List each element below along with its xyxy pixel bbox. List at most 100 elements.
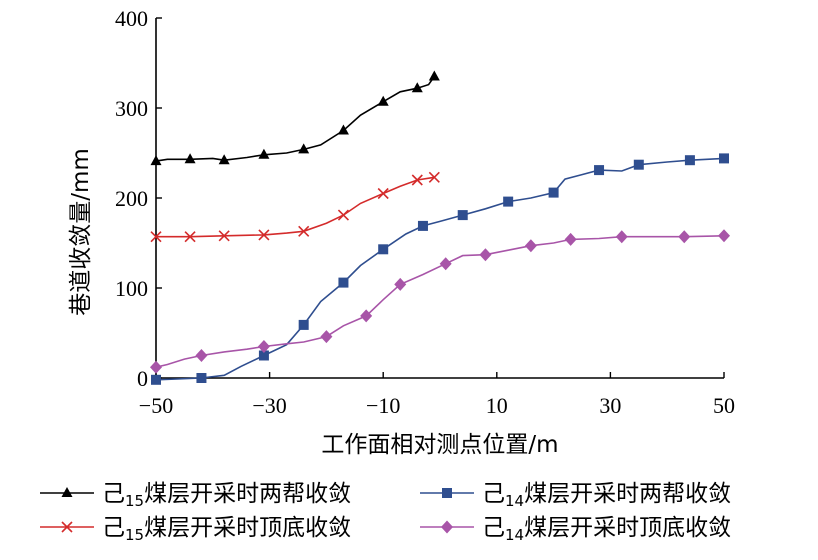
data-point-square bbox=[457, 210, 468, 221]
data-point-x bbox=[61, 521, 73, 533]
data-point-square bbox=[417, 220, 428, 231]
x-marker-stroke bbox=[184, 231, 196, 243]
data-point-triangle bbox=[411, 82, 423, 93]
data-point-diamond bbox=[524, 239, 537, 253]
x-marker-stroke bbox=[298, 225, 310, 237]
legend-item: 己15煤层开采时顶底收敛 bbox=[40, 515, 351, 544]
data-point-x bbox=[258, 229, 270, 241]
legend-label-subscript: 14 bbox=[505, 526, 524, 544]
axes bbox=[155, 17, 725, 379]
data-point-diamond bbox=[320, 330, 333, 344]
data-point-square bbox=[258, 350, 269, 361]
data-point-triangle bbox=[258, 148, 270, 159]
legend-item: 己14煤层开采时顶底收敛 bbox=[420, 515, 731, 544]
data-point-diamond bbox=[615, 230, 628, 244]
data-point-x bbox=[150, 231, 162, 243]
legend-label-part: 煤层开采时两帮收敛 bbox=[524, 481, 731, 507]
y-tick-label: 400 bbox=[115, 6, 148, 31]
data-point-triangle bbox=[150, 155, 162, 166]
data-point-square bbox=[684, 155, 695, 166]
legend-label: 己14煤层开采时两帮收敛 bbox=[482, 481, 731, 510]
data-point-x bbox=[411, 174, 423, 186]
legend-item: 己14煤层开采时两帮收敛 bbox=[420, 481, 731, 510]
data-point-triangle bbox=[61, 487, 73, 497]
data-point-diamond bbox=[441, 520, 453, 534]
data-point-x bbox=[337, 209, 350, 221]
tick-labels: 0 100 200 300 400 −50 −30 −10 10 30 50 bbox=[115, 6, 735, 418]
data-point-square bbox=[594, 165, 605, 176]
x-marker-stroke bbox=[428, 171, 440, 183]
x-marker-stroke bbox=[61, 521, 73, 533]
x-tick-label: −50 bbox=[139, 393, 173, 418]
data-point-diamond bbox=[394, 277, 407, 291]
data-point-diamond bbox=[195, 349, 208, 362]
x-marker-stroke bbox=[337, 209, 350, 221]
data-point-square bbox=[378, 244, 389, 255]
data-point-square bbox=[548, 187, 559, 198]
legend-label-part: 煤层开采时顶底收敛 bbox=[524, 515, 731, 541]
series-4 bbox=[150, 229, 730, 374]
series-1 bbox=[150, 70, 440, 166]
legend-label-part: 己 bbox=[482, 481, 505, 507]
legend-item: 己15煤层开采时两帮收敛 bbox=[40, 481, 351, 510]
data-point-square bbox=[151, 374, 161, 385]
legend-label-part: 己 bbox=[102, 515, 125, 541]
x-tick-label: −10 bbox=[366, 393, 400, 418]
x-marker-stroke bbox=[258, 229, 270, 241]
data-point-diamond bbox=[564, 232, 577, 246]
data-point-square bbox=[442, 488, 452, 498]
data-point-square bbox=[196, 373, 207, 383]
legend-label-part: 煤层开采时两帮收敛 bbox=[144, 481, 351, 507]
x-tick-label: 50 bbox=[713, 393, 735, 418]
data-point-x bbox=[428, 171, 440, 183]
data-point-diamond bbox=[678, 230, 691, 244]
legend-label: 己15煤层开采时顶底收敛 bbox=[102, 515, 351, 544]
x-tick-label: 30 bbox=[599, 393, 621, 418]
data-point-x bbox=[377, 187, 389, 200]
legend-label-part: 己 bbox=[102, 481, 125, 507]
legend-label-subscript: 14 bbox=[505, 492, 524, 510]
data-point-diamond bbox=[360, 309, 373, 323]
data-point-triangle bbox=[218, 154, 230, 165]
series-3 bbox=[151, 153, 729, 385]
x-marker-stroke bbox=[411, 174, 423, 186]
x-axis-label: 工作面相对测点位置/m bbox=[321, 432, 558, 458]
data-point-triangle bbox=[184, 153, 196, 164]
y-tick-label: 300 bbox=[115, 96, 148, 121]
series-line bbox=[156, 176, 435, 238]
data-point-square bbox=[298, 319, 309, 330]
data-point-diamond bbox=[479, 248, 492, 262]
y-axis-label: 巷道收敛量/mm bbox=[68, 148, 94, 316]
series-group bbox=[150, 70, 730, 385]
x-marker-stroke bbox=[150, 231, 162, 243]
legend-label: 己14煤层开采时顶底收敛 bbox=[482, 515, 731, 544]
data-point-x bbox=[298, 225, 310, 237]
y-tick-label: 200 bbox=[115, 186, 148, 211]
data-point-diamond bbox=[257, 340, 270, 353]
y-tick-label: 0 bbox=[137, 366, 148, 391]
data-point-diamond bbox=[439, 257, 452, 271]
legend-label-subscript: 15 bbox=[125, 526, 144, 544]
data-point-x bbox=[218, 230, 230, 242]
series-line bbox=[155, 235, 725, 368]
data-point-square bbox=[633, 159, 644, 170]
data-point-diamond bbox=[150, 360, 162, 374]
x-tick-label: −30 bbox=[252, 393, 286, 418]
data-point-triangle bbox=[298, 143, 310, 154]
y-tick-label: 100 bbox=[115, 276, 148, 301]
series-2 bbox=[150, 171, 440, 243]
data-point-x bbox=[184, 231, 196, 243]
data-point-triangle bbox=[377, 95, 389, 106]
x-marker-stroke bbox=[377, 187, 389, 200]
data-point-triangle bbox=[428, 70, 440, 81]
series-line bbox=[155, 157, 725, 381]
data-point-square bbox=[503, 196, 514, 207]
x-tick-label: 10 bbox=[486, 393, 508, 418]
x-marker-stroke bbox=[218, 230, 230, 242]
data-point-square bbox=[338, 277, 349, 288]
legend-label-part: 煤层开采时顶底收敛 bbox=[144, 515, 351, 541]
legend-label: 己15煤层开采时两帮收敛 bbox=[102, 481, 351, 510]
data-point-diamond bbox=[718, 229, 730, 243]
